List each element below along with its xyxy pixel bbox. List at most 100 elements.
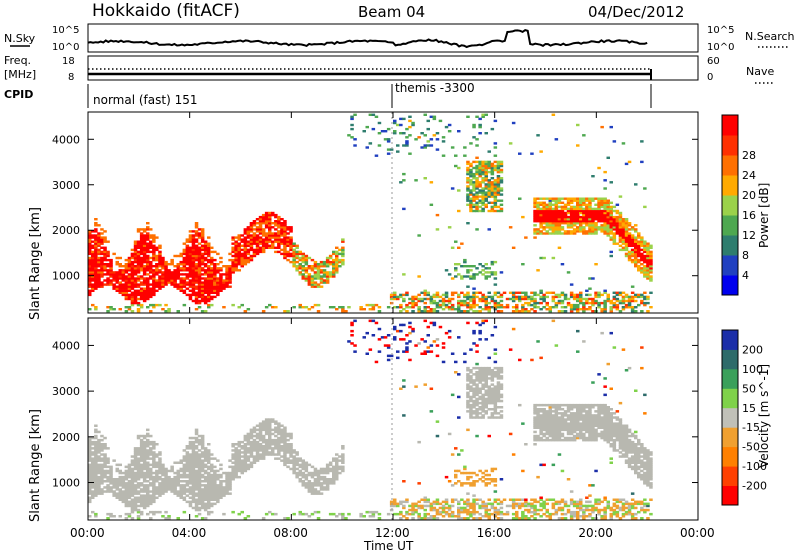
- power-cell: [624, 236, 629, 239]
- velocity-cell: [274, 440, 278, 444]
- velocity-cell: [289, 461, 293, 464]
- power-cell: [246, 256, 251, 260]
- power-cell: [533, 228, 537, 231]
- velocity-cell: [246, 432, 251, 436]
- velocity-cell: [411, 508, 415, 512]
- velocity-cell: [103, 465, 107, 469]
- power-cell: [579, 211, 583, 215]
- freq-strip-frame: [87, 55, 699, 81]
- power-cell: [603, 209, 607, 213]
- velocity-cell: [130, 480, 135, 483]
- velocity-cell: [124, 488, 129, 491]
- velocity-cell: [88, 490, 92, 493]
- power-cell: [624, 162, 629, 166]
- velocity-cell: [173, 490, 177, 493]
- power-cell: [496, 189, 501, 192]
- power-cell: [493, 271, 498, 274]
- power-cell: [136, 252, 141, 256]
- power-cell: [643, 187, 647, 190]
- power-cell: [167, 308, 171, 311]
- power-cell: [618, 248, 623, 252]
- power-cell: [621, 238, 626, 241]
- velocity-cell: [429, 515, 434, 518]
- power-cell: [158, 277, 162, 280]
- power-cell: [435, 303, 440, 307]
- power-cell: [185, 252, 190, 256]
- power-cell: [316, 271, 321, 274]
- power-cell: [200, 299, 205, 303]
- velocity-cell: [139, 438, 144, 442]
- velocity-cell: [142, 496, 147, 499]
- power-cell: [472, 175, 476, 178]
- power-cell: [112, 275, 116, 278]
- power-cell: [420, 146, 424, 149]
- power-cell: [207, 297, 211, 301]
- velocity-cell: [313, 467, 318, 471]
- velocity-cell: [417, 515, 421, 518]
- power-cell: [484, 299, 488, 303]
- power-cell: [335, 256, 339, 260]
- power-cell: [200, 269, 205, 272]
- velocity-cell: [475, 391, 479, 395]
- power-cell: [545, 209, 549, 213]
- power-cell: [511, 306, 516, 309]
- power-cell: [252, 224, 257, 227]
- velocity-cell: [136, 436, 141, 440]
- power-cell: [582, 207, 586, 211]
- power-cell: [618, 195, 623, 198]
- power-cell: [133, 244, 138, 247]
- velocity-cell: [243, 469, 248, 473]
- power-cell: [115, 256, 119, 260]
- velocity-cell: [475, 393, 479, 397]
- velocity-cell: [258, 430, 263, 434]
- power-cell: [432, 295, 437, 299]
- power-cell: [194, 222, 199, 225]
- power-cell: [88, 289, 92, 292]
- velocity-cell: [277, 457, 281, 460]
- power-cell: [176, 254, 180, 258]
- velocity-cell: [393, 500, 397, 504]
- power-cell: [194, 275, 199, 278]
- velocity-cell: [280, 436, 284, 440]
- power-cell: [469, 205, 473, 209]
- power-cell: [649, 260, 653, 264]
- power-cell: [496, 291, 501, 294]
- power-cell: [557, 293, 562, 297]
- power-cell: [472, 125, 476, 129]
- velocity-cell: [429, 321, 434, 325]
- power-cell: [576, 213, 580, 217]
- power-cell: [591, 220, 595, 223]
- velocity-cell: [222, 480, 226, 483]
- velocity-cell: [213, 484, 217, 487]
- power-cell: [624, 252, 629, 256]
- power-cell: [551, 295, 556, 299]
- velocity-cell: [338, 471, 342, 475]
- velocity-cell: [478, 478, 482, 481]
- power-cell: [585, 299, 589, 303]
- velocity-cell: [103, 463, 107, 467]
- power-cell: [322, 263, 327, 266]
- power-cell: [545, 301, 549, 305]
- velocity-cell: [304, 478, 309, 481]
- power-cell: [325, 281, 330, 284]
- velocity-cell: [133, 484, 138, 487]
- power-cell: [97, 260, 101, 264]
- power-cell: [618, 240, 623, 243]
- velocity-cell: [228, 484, 232, 487]
- power-cell: [588, 224, 592, 227]
- velocity-cell: [237, 443, 241, 446]
- power-cell: [277, 220, 281, 223]
- power-cell: [142, 277, 147, 280]
- power-cell: [493, 277, 498, 280]
- power-cell: [115, 271, 119, 274]
- power-cell: [643, 297, 647, 301]
- velocity-cell: [478, 395, 482, 399]
- power-cell: [627, 258, 632, 262]
- power-cell: [213, 289, 217, 292]
- velocity-cell: [295, 473, 299, 477]
- power-cell: [106, 279, 110, 282]
- power-cell: [194, 277, 199, 280]
- power-cell: [88, 258, 92, 262]
- power-cell: [536, 232, 540, 235]
- power-cell: [194, 232, 199, 235]
